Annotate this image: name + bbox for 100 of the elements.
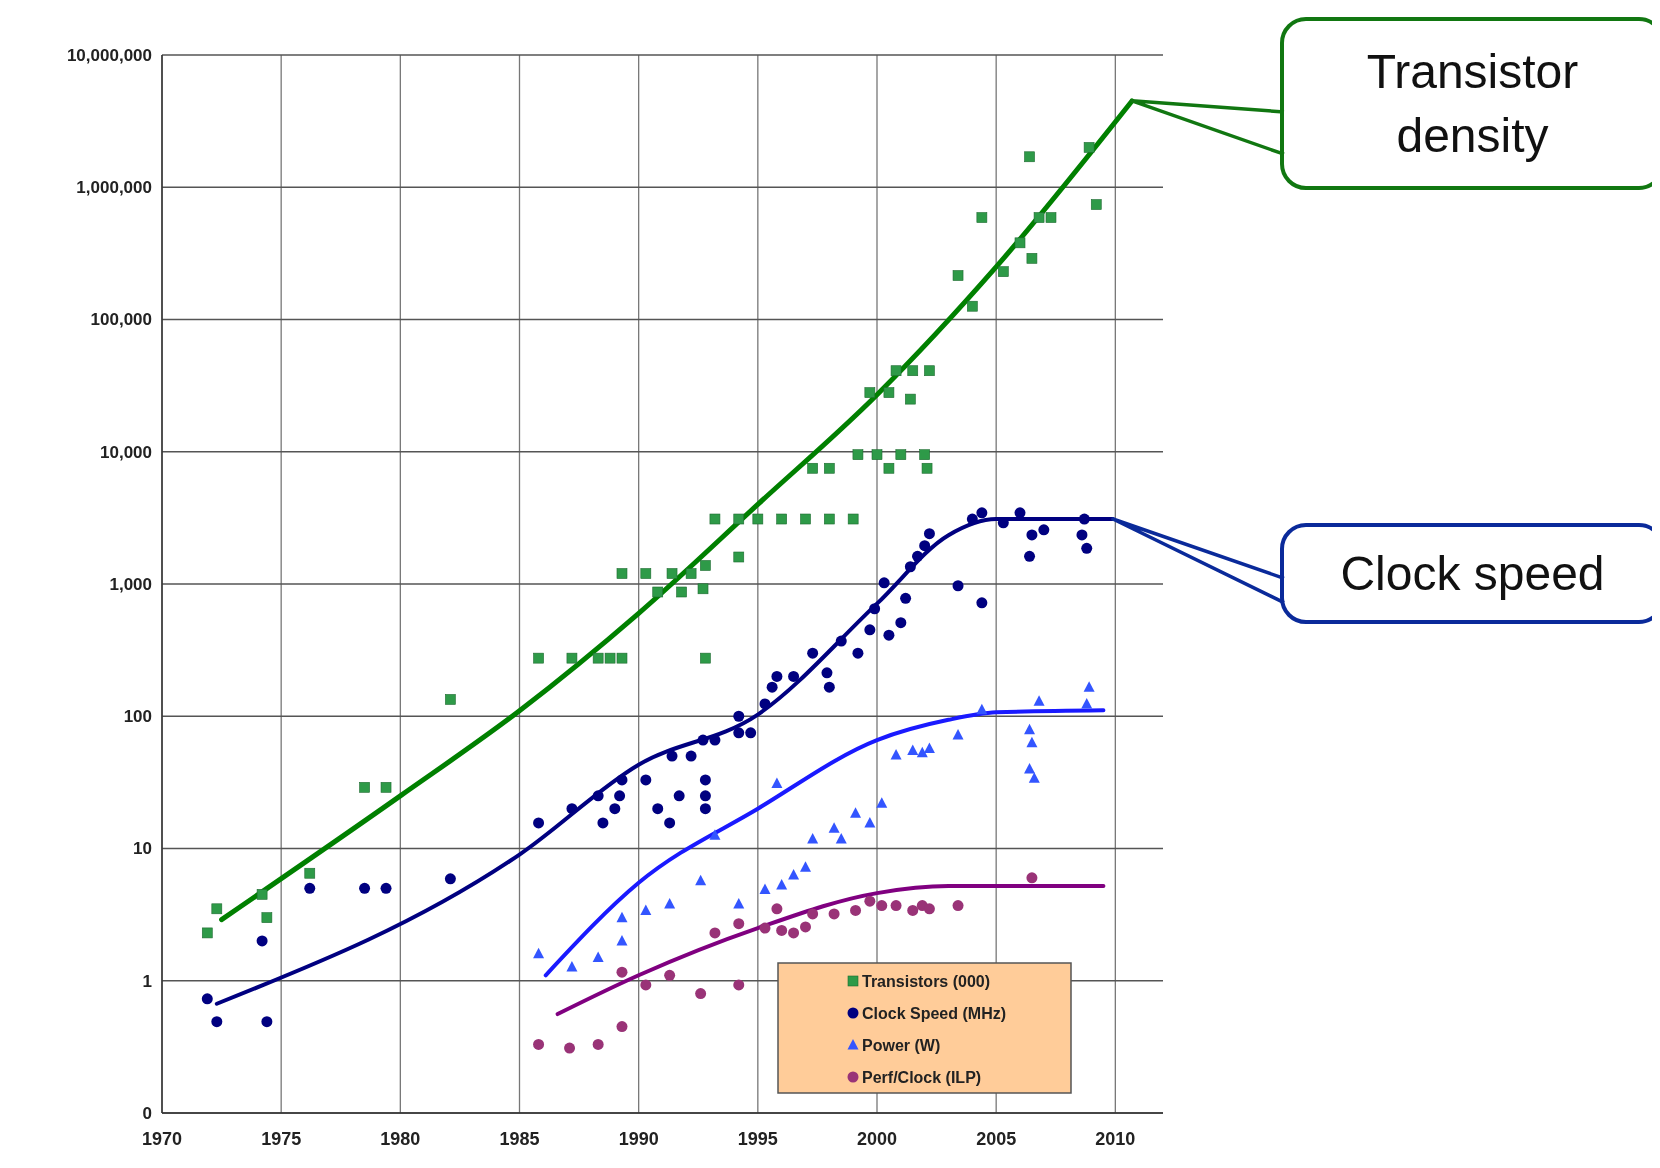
point — [616, 568, 628, 579]
point — [666, 568, 678, 579]
point — [640, 568, 652, 579]
point — [776, 878, 788, 890]
point — [699, 774, 711, 786]
point — [976, 507, 988, 519]
point — [359, 882, 371, 894]
point — [850, 807, 862, 818]
point — [664, 898, 676, 909]
point — [261, 912, 273, 923]
point — [1026, 253, 1038, 264]
point — [709, 927, 721, 939]
point — [256, 889, 268, 900]
point — [359, 782, 370, 793]
point — [824, 513, 835, 525]
point — [640, 774, 652, 786]
point — [907, 904, 919, 916]
point — [824, 462, 835, 474]
point — [700, 652, 711, 664]
point — [709, 513, 721, 525]
point — [771, 903, 783, 915]
point — [566, 961, 578, 972]
point — [759, 883, 771, 894]
point — [878, 577, 890, 589]
point — [592, 652, 604, 664]
point — [616, 652, 628, 664]
point — [733, 979, 745, 991]
point — [912, 550, 924, 562]
point — [864, 624, 876, 636]
point — [800, 921, 811, 933]
point — [905, 393, 916, 405]
point — [664, 969, 676, 981]
point — [1076, 529, 1088, 541]
point — [685, 750, 697, 762]
point — [380, 782, 392, 793]
x-tick-label: 2005 — [976, 1129, 1017, 1149]
point — [952, 580, 964, 592]
point — [807, 832, 819, 844]
point — [807, 462, 818, 474]
point — [614, 790, 626, 802]
point — [1033, 212, 1045, 223]
point — [592, 1038, 604, 1050]
point — [640, 979, 652, 991]
point — [1028, 772, 1040, 783]
point — [695, 874, 707, 886]
point — [876, 900, 888, 912]
point — [828, 908, 840, 920]
point — [592, 790, 604, 802]
point — [864, 895, 876, 907]
point — [1083, 142, 1095, 153]
legend-label: Clock Speed (MHz) — [862, 1004, 1007, 1022]
point — [697, 734, 709, 746]
point — [871, 449, 883, 460]
point — [883, 629, 895, 641]
point — [788, 670, 800, 682]
point — [823, 681, 835, 693]
point — [852, 647, 864, 659]
y-tick-label: 0 — [142, 1103, 152, 1123]
point — [609, 803, 621, 815]
point — [771, 670, 783, 682]
point — [685, 568, 697, 579]
point — [976, 703, 988, 715]
point — [1024, 762, 1036, 774]
point — [211, 903, 223, 915]
x-tick-label: 1970 — [141, 1129, 183, 1149]
point — [666, 750, 678, 762]
y-tick-label: 10,000 — [100, 442, 152, 462]
point — [733, 551, 745, 563]
point — [1090, 199, 1102, 210]
point — [664, 817, 676, 829]
point — [876, 797, 888, 808]
point — [604, 652, 616, 664]
point — [895, 449, 907, 460]
point — [733, 727, 745, 739]
point — [697, 583, 709, 595]
point — [976, 597, 988, 609]
point — [616, 966, 628, 978]
point — [1081, 542, 1093, 554]
point — [444, 873, 456, 885]
point — [597, 817, 609, 829]
y-tick-label: 10,000,000 — [66, 45, 152, 65]
point — [890, 900, 902, 912]
y-tick-label: 100,000 — [90, 310, 152, 330]
point — [835, 635, 847, 647]
point — [904, 561, 916, 573]
x-tick-label: 2000 — [856, 1129, 898, 1149]
point — [566, 652, 578, 664]
point — [304, 882, 316, 894]
point — [445, 694, 456, 705]
point — [676, 586, 687, 598]
point — [771, 777, 783, 789]
point — [976, 212, 988, 223]
point — [733, 710, 745, 722]
point — [640, 904, 652, 915]
point — [533, 652, 544, 664]
point — [211, 1016, 223, 1028]
point — [616, 911, 628, 923]
point — [890, 365, 902, 377]
point — [847, 513, 859, 525]
point — [850, 904, 862, 916]
